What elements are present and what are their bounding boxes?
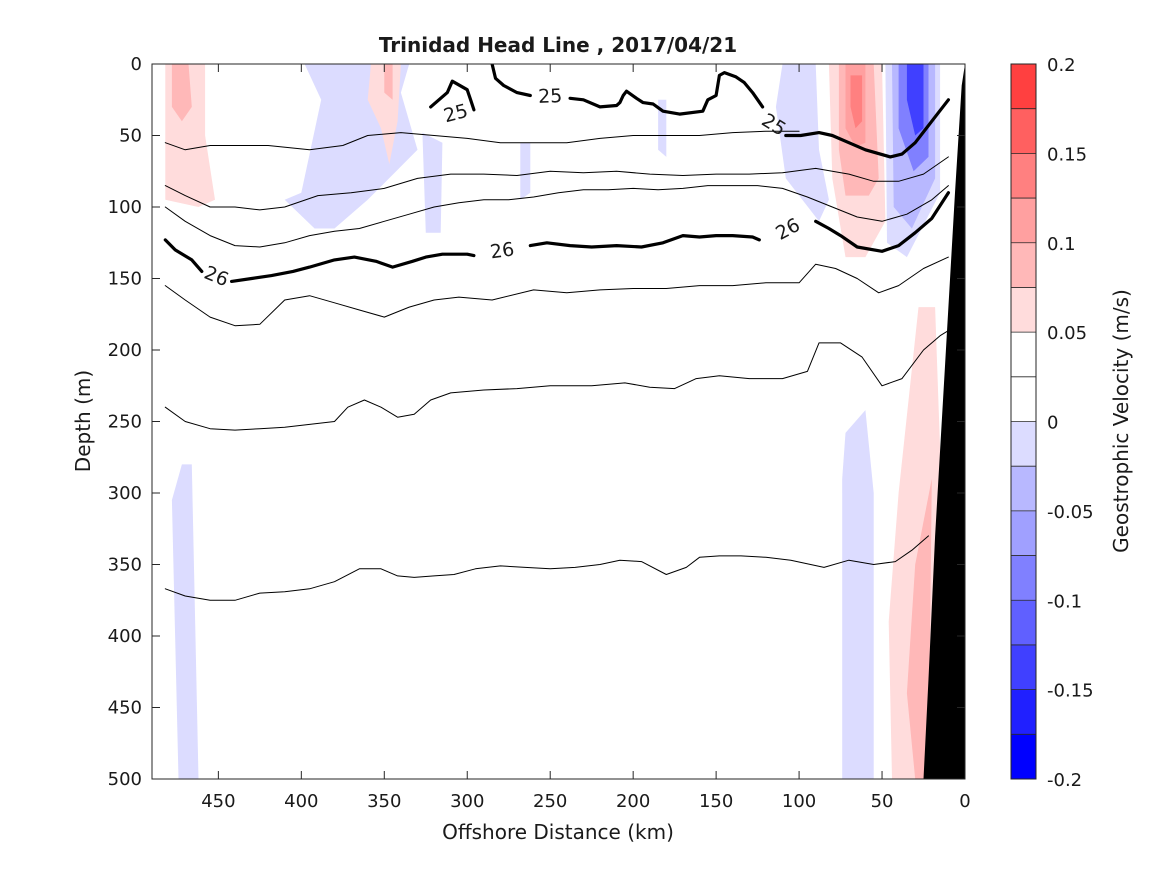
isopycnal-contours: [163, 64, 953, 601]
isopycnal-26-line: [230, 252, 476, 283]
isopycnal-26-line: [163, 238, 204, 273]
contour-label: 26: [489, 238, 516, 263]
isopycnal-25-line: [490, 64, 532, 98]
x-tick-label: 450: [201, 791, 235, 812]
y-tick-label: 100: [108, 197, 142, 218]
colorbar-swatch: [1011, 600, 1036, 646]
colorbar-swatch: [1011, 242, 1036, 288]
y-tick-label: 350: [108, 555, 142, 576]
isopycnal-line: [164, 156, 949, 211]
y-tick-label: 400: [108, 626, 142, 647]
colorbar-tick-label: 0.1: [1047, 234, 1076, 255]
x-tick-label: 50: [871, 791, 894, 812]
seafloor-bathymetry: [923, 64, 965, 779]
colorbar-tick-label: 0: [1047, 413, 1058, 434]
y-tick-label: 450: [108, 698, 142, 719]
isopycnal-25-line: [429, 79, 476, 112]
y-tick-label: 150: [108, 269, 142, 290]
colorbar-swatch: [1011, 198, 1036, 244]
x-axis: 450 400 350 300 250 200 150 100 50 0: [201, 64, 971, 812]
isopycnal-26-line: [528, 234, 761, 249]
isopycnal-line: [164, 328, 953, 431]
velocity-patch: [775, 64, 829, 222]
y-axis-label: Depth (m): [71, 370, 95, 472]
colorbar-swatch: [1011, 108, 1036, 154]
velocity-patch: [520, 142, 531, 200]
colorbar-tick-label: -0.15: [1047, 681, 1094, 702]
y-axis: 0 50 100 150 200 250 300 350 400 450 500: [108, 54, 965, 790]
x-axis-label: Offshore Distance (km): [442, 820, 674, 844]
velocity-patch: [422, 132, 443, 233]
velocity-patch: [171, 464, 199, 779]
x-tick-label: 0: [959, 791, 970, 812]
isopycnal-26-line: [814, 191, 951, 253]
colorbar-swatch: [1011, 689, 1036, 735]
colorbar-frame: [1010, 63, 1037, 780]
colorbar-tick-label: 0.15: [1047, 144, 1087, 165]
contour-label: 25: [538, 85, 563, 108]
velocity-patch: [842, 410, 874, 779]
colorbar-swatch: [1011, 332, 1036, 378]
y-tick-label: 50: [119, 126, 142, 147]
velocity-patch: [906, 64, 924, 136]
isopycnal-line: [164, 535, 929, 601]
velocity-patch: [850, 75, 863, 129]
isopycnal-line: [164, 130, 800, 151]
bathymetry: [923, 64, 965, 779]
colorbar-swatch: [1011, 734, 1036, 780]
colorbar-tick-label: -0.05: [1047, 502, 1094, 523]
isopycnal-line: [164, 256, 949, 327]
y-tick-label: 0: [131, 54, 142, 75]
velocity-patch: [906, 478, 932, 779]
x-tick-label: 200: [616, 791, 650, 812]
colorbar-tick-label: 0.2: [1047, 55, 1076, 76]
isopycnal-25-line: [784, 98, 951, 159]
x-tick-label: 300: [450, 791, 484, 812]
isopycnal-25-line: [568, 70, 765, 116]
velocity-patch: [658, 99, 667, 157]
x-tick-label: 150: [699, 791, 733, 812]
y-tick-label: 250: [108, 412, 142, 433]
colorbar-swatch: [1011, 644, 1036, 691]
y-tick-label: 300: [108, 483, 142, 504]
colorbar-swatch: [1011, 555, 1036, 601]
colorbar-tick-label: -0.2: [1047, 770, 1082, 791]
colorbar-tick-label: 0.05: [1047, 323, 1087, 344]
x-tick-label: 350: [367, 791, 401, 812]
colorbar-tick-label: -0.1: [1047, 591, 1082, 612]
velocity-patch: [384, 64, 393, 100]
colorbar-label: Geostrophic Velocity (m/s): [1109, 289, 1133, 553]
y-tick-label: 500: [108, 769, 142, 790]
plot-background: [152, 64, 965, 779]
colorbar-swatch: [1011, 287, 1036, 333]
colorbar-swatch: [1011, 376, 1036, 422]
colorbar-swatch: [1011, 466, 1036, 512]
colorbar: 0.2 0.15 0.1 0.05 0 -0.05 -0.1 -0.15 -0.2: [1010, 55, 1094, 791]
colorbar-swatch: [1011, 64, 1036, 110]
colorbar-swatch: [1011, 153, 1036, 199]
velocity-patch: [171, 64, 192, 122]
colorbar-swatch: [1011, 421, 1036, 467]
x-tick-label: 250: [533, 791, 567, 812]
isopycnal-line: [164, 185, 949, 248]
x-tick-label: 100: [782, 791, 816, 812]
x-tick-label: 400: [284, 791, 318, 812]
y-tick-label: 200: [108, 340, 142, 361]
chart-title: Trinidad Head Line , 2017/04/21: [379, 33, 737, 57]
colorbar-swatch: [1011, 510, 1036, 556]
